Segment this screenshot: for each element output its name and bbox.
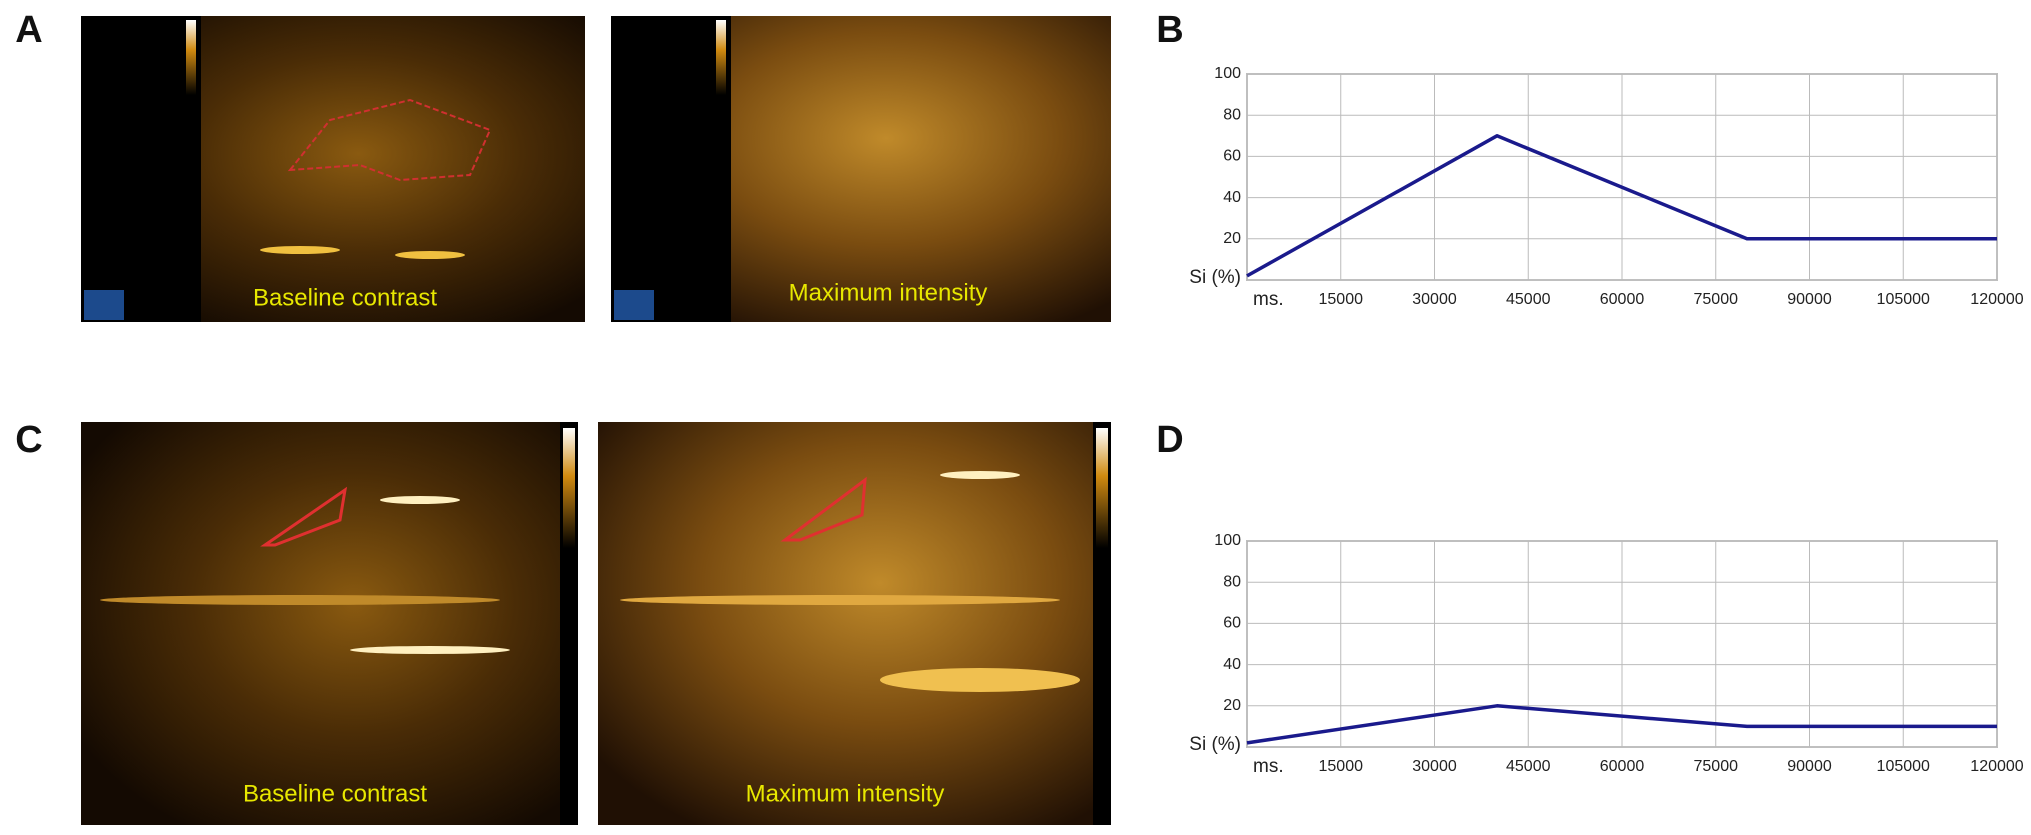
x-tick-label: 90000 — [1787, 758, 1832, 775]
x-tick-label: 75000 — [1694, 291, 1739, 308]
x-tick-label: 15000 — [1319, 291, 1364, 308]
panel-label: A — [15, 9, 42, 51]
y-tick-label: 80 — [1223, 573, 1241, 590]
x-tick-label: 45000 — [1506, 291, 1551, 308]
y-tick-label: 20 — [1223, 697, 1241, 714]
x-tick-label: ms. — [1253, 756, 1284, 777]
image-caption: Baseline contrast — [243, 780, 427, 807]
x-tick-label: 15000 — [1319, 758, 1364, 775]
x-tick-label: 45000 — [1506, 758, 1551, 775]
image-caption: Maximum intensity — [789, 279, 988, 306]
y-tick-label: 100 — [1214, 65, 1241, 82]
x-tick-label: 120000 — [1970, 291, 2023, 308]
x-tick-label: 75000 — [1694, 758, 1739, 775]
y-tick-label: 20 — [1223, 230, 1241, 247]
ultrasound-image — [81, 16, 585, 322]
y-tick-label: 60 — [1223, 615, 1241, 632]
x-tick-label: ms. — [1253, 289, 1284, 310]
ultrasound-image — [611, 16, 1111, 322]
x-tick-label: 105000 — [1877, 758, 1930, 775]
panel-label: B — [1156, 9, 1183, 51]
y-tick-label: 40 — [1223, 189, 1241, 206]
ultrasound-image — [81, 422, 578, 825]
ultrasound-image — [598, 422, 1111, 825]
data-line — [1246, 134, 1997, 278]
y-tick-label: Si (%) — [1189, 734, 1241, 755]
x-tick-label: 30000 — [1412, 758, 1457, 775]
x-tick-label: 120000 — [1970, 758, 2023, 775]
y-tick-label: 40 — [1223, 656, 1241, 673]
panel-label: C — [15, 419, 42, 461]
y-tick-label: Si (%) — [1189, 267, 1241, 288]
image-caption: Maximum intensity — [746, 780, 945, 807]
image-caption: Baseline contrast — [253, 284, 437, 311]
y-tick-label: 100 — [1214, 532, 1241, 549]
x-tick-label: 105000 — [1877, 291, 1930, 308]
x-tick-label: 30000 — [1412, 291, 1457, 308]
data-line — [1246, 704, 1997, 745]
y-tick-label: 80 — [1223, 106, 1241, 123]
x-tick-label: 60000 — [1600, 758, 1645, 775]
y-tick-label: 60 — [1223, 148, 1241, 165]
x-tick-label: 60000 — [1600, 291, 1645, 308]
panel-label: D — [1156, 419, 1183, 461]
x-tick-label: 90000 — [1787, 291, 1832, 308]
